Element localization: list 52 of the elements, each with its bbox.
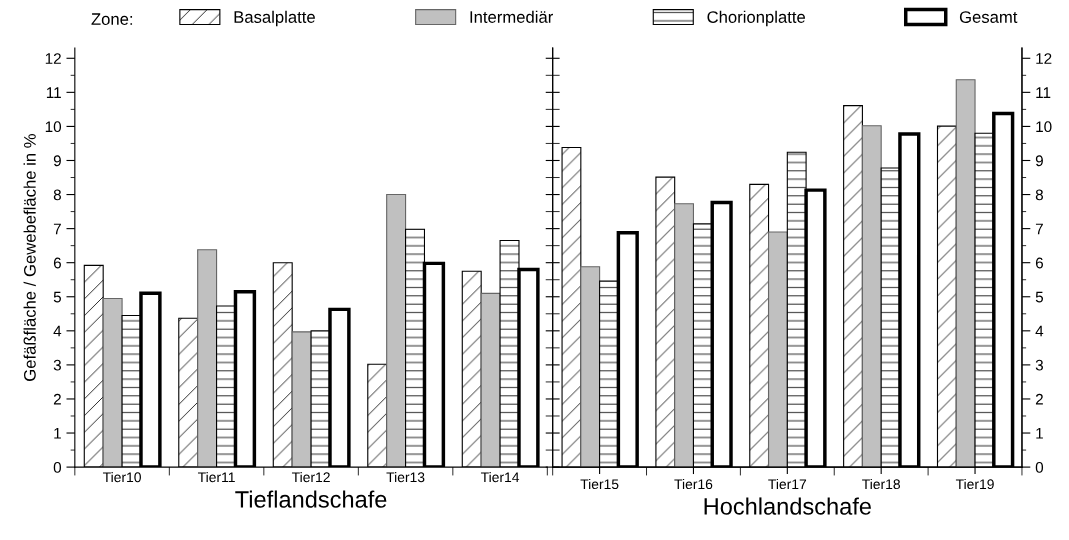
legend-label: Chorionplatte <box>707 10 805 27</box>
bar <box>674 203 695 468</box>
bar <box>197 249 218 468</box>
bar <box>102 297 123 468</box>
y-tick-label: 1 <box>54 428 61 439</box>
bar <box>386 193 407 468</box>
bar <box>861 125 882 468</box>
x-tick-label: Tier17 <box>768 478 807 490</box>
y2-tick-label: 11 <box>1036 87 1051 98</box>
y-tick-label: 6 <box>53 257 61 269</box>
y-tick-label: 7 <box>53 223 61 235</box>
legend-title: Zone: <box>91 13 133 25</box>
y2-tick-label: 2 <box>1035 393 1043 405</box>
y2-tick-label: 4 <box>1035 325 1044 337</box>
x-tick-label: Tier11 <box>197 471 235 483</box>
y-tick-label: 5 <box>53 291 61 303</box>
y2-tick-label: 9 <box>1035 155 1043 167</box>
x-tick-label: Tier16 <box>674 478 713 490</box>
y2-tick-label: 8 <box>1035 189 1043 201</box>
bar <box>580 266 601 468</box>
y-tick-label: 12 <box>45 53 61 64</box>
y2-tick-label: 12 <box>1036 53 1052 64</box>
y-tick-label: 8 <box>53 189 61 201</box>
x-axis-title: Tieflandschafe <box>235 490 387 508</box>
y2-tick-label: 0 <box>1035 461 1044 473</box>
x-tick-label: Tier19 <box>955 478 994 490</box>
x-tick-label: Tier12 <box>291 471 330 483</box>
y-tick-label: 11 <box>46 87 61 98</box>
y2-tick-label: 5 <box>1035 291 1044 303</box>
y2-tick-label: 7 <box>1035 223 1043 235</box>
y-tick-label: 2 <box>53 393 61 405</box>
legend-label: Intermediär <box>470 10 553 23</box>
y2-tick-label: 10 <box>1036 121 1052 133</box>
y-tick-label: 10 <box>45 121 62 133</box>
legend-label: Basalplatte <box>234 10 315 27</box>
y-axis-title: Gefäßfläche / Gewebefläche in % <box>23 134 36 381</box>
y2-tick-label: 6 <box>1035 257 1043 269</box>
y-tick-label: 0 <box>53 461 62 473</box>
x-tick-label: Tier15 <box>580 478 619 490</box>
x-tick-label: Tier10 <box>102 471 141 483</box>
y-tick-label: 9 <box>53 155 61 167</box>
y-tick-label: 4 <box>53 325 62 337</box>
y-tick-label: 3 <box>53 359 61 371</box>
legend-label: Gesamt <box>959 11 1018 23</box>
bar <box>955 79 976 468</box>
x-tick-label: Tier18 <box>862 478 900 490</box>
bar <box>767 231 788 468</box>
x-tick-label: Tier13 <box>386 471 425 483</box>
x-axis-title: Hochlandschafe <box>704 497 871 515</box>
x-tick-label: Tier14 <box>480 471 520 483</box>
y2-tick-label: 3 <box>1035 359 1043 371</box>
y2-tick-label: 1 <box>1036 428 1043 439</box>
